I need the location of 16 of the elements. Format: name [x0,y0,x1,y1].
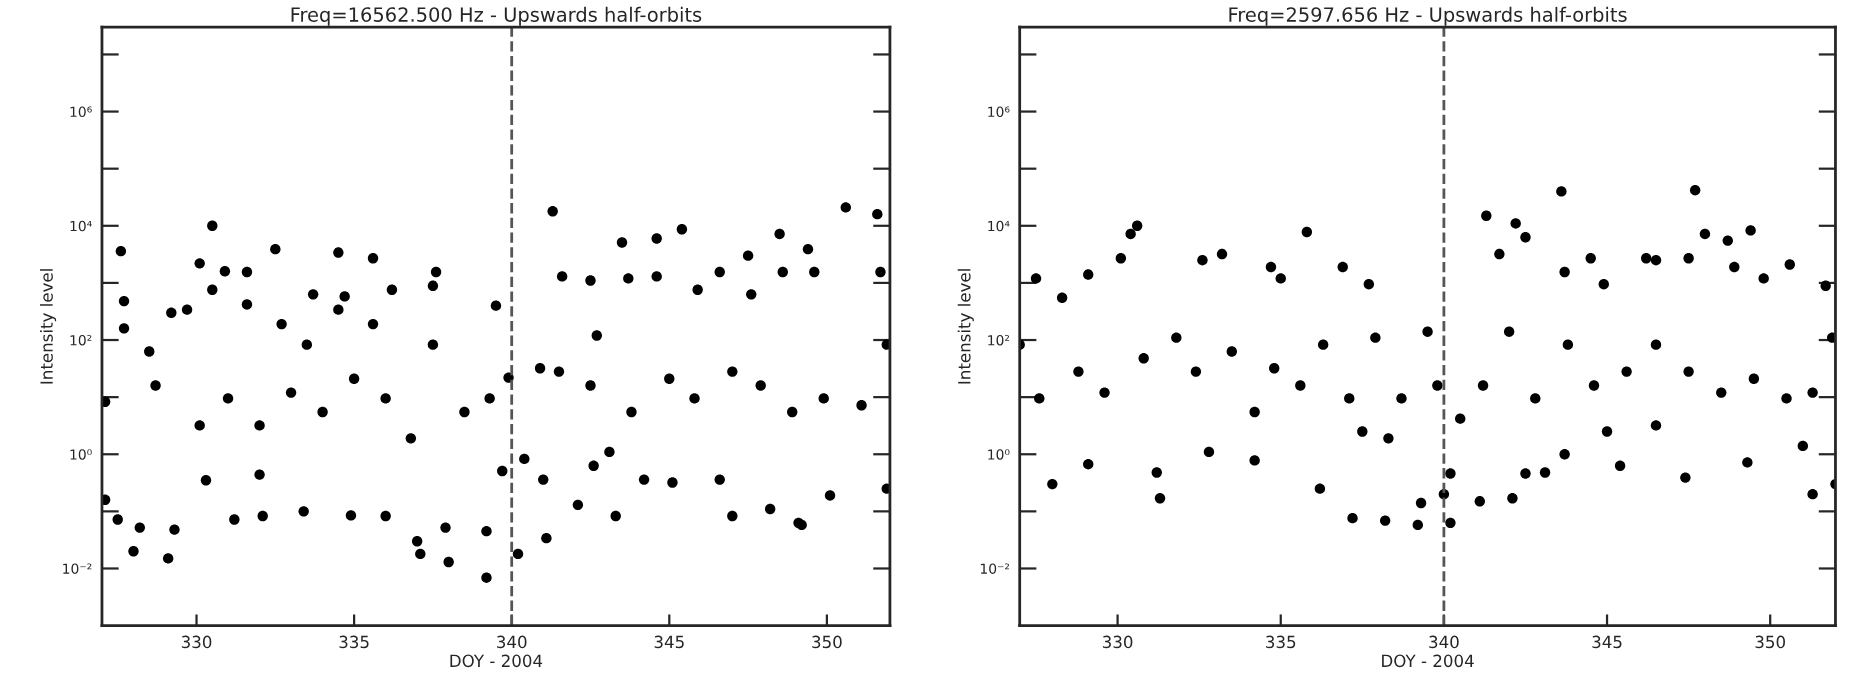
x-tick-label: 335 [339,635,369,649]
x-tick-label: 350 [1755,635,1785,649]
x-tick-label: 330 [1102,635,1133,649]
x-tick-label: 345 [1592,635,1622,649]
x-tick-label: 345 [654,635,684,649]
x-tick-label: 340 [497,635,527,649]
x-axis-title: DOY - 2004 [450,654,543,668]
x-tick-label: 330 [181,635,212,649]
x-tick-label: 335 [1266,635,1296,649]
x-tick-label: 340 [1429,635,1459,649]
chart-title: Freq=16562.500 Hz - Upswards half-orbits [291,6,702,26]
x-axis-title: DOY - 2004 [1382,654,1474,668]
x-tick-label: 350 [812,635,842,649]
y-axis-title: Intensity level [957,269,974,384]
chart-title: Freq=2597.656 Hz - Upswards half-orbits [1229,6,1627,26]
y-axis-title: Intensity level [39,269,57,384]
